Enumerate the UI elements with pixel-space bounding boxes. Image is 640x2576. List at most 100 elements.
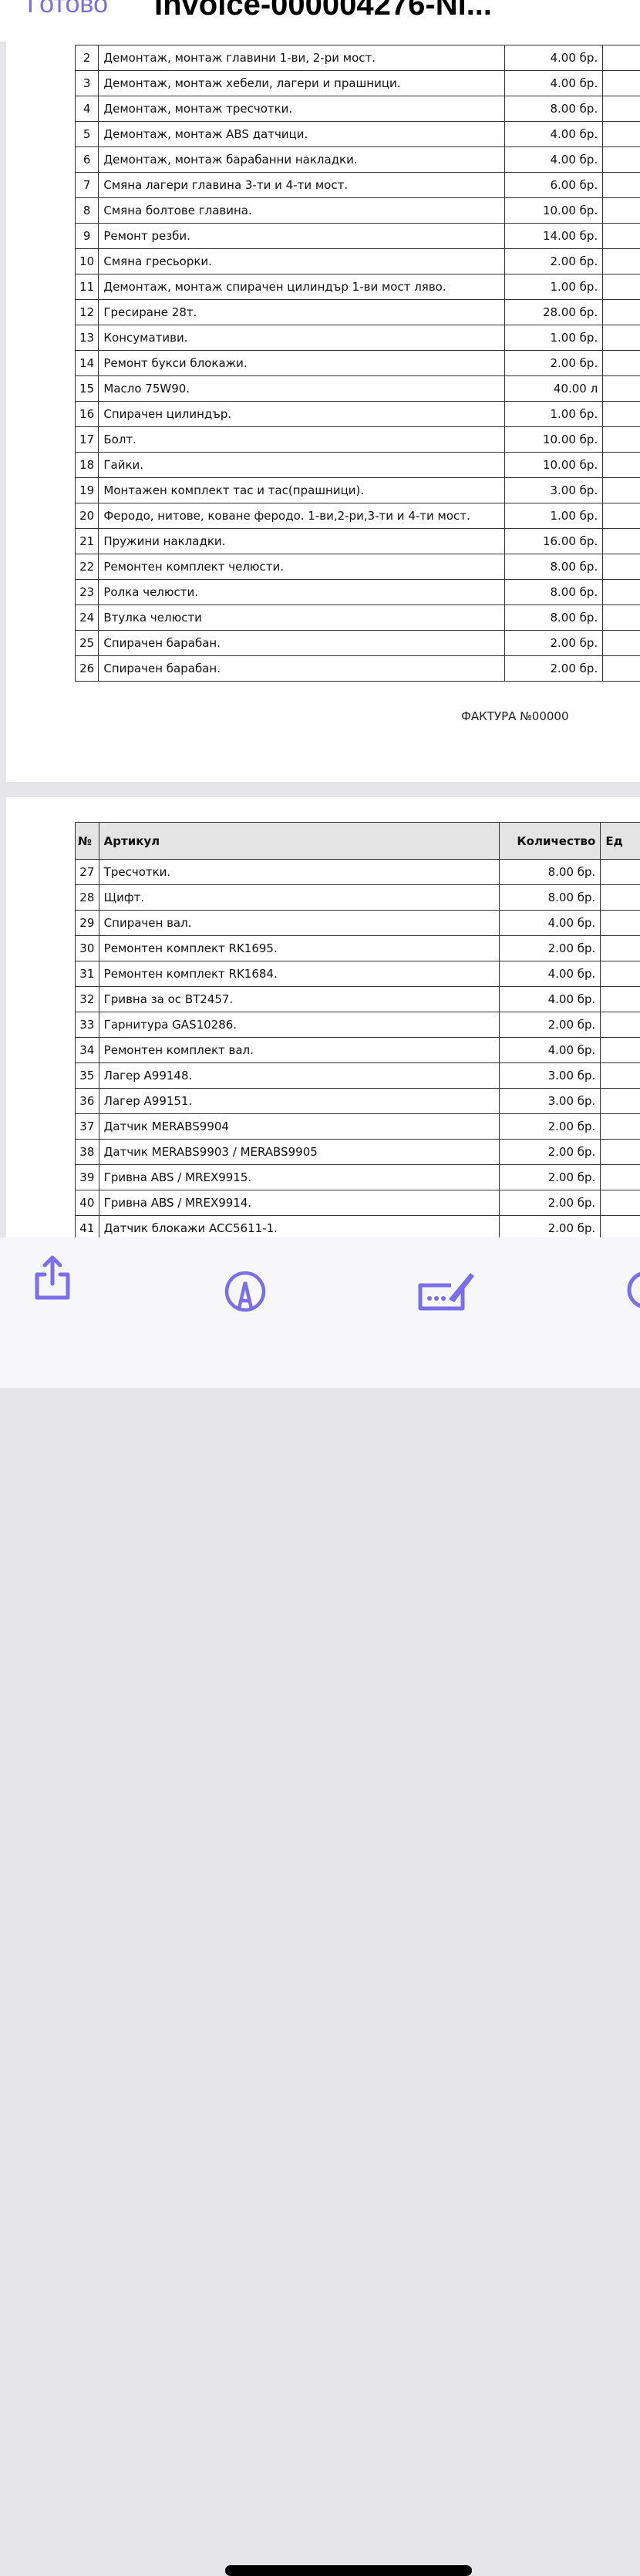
item-quantity: 10.00 бр. [504,427,603,453]
invoice-number-footer: ФАКТУРА №00000 [461,709,569,723]
row-number: 20 [76,503,99,529]
row-number: 36 [76,1089,99,1114]
item-unit [601,1190,640,1216]
item-name: Датчик MERABS9904 [99,1114,500,1140]
share-icon[interactable] [31,1253,74,1302]
item-unit [603,656,640,682]
item-quantity: 10.00 бр. [504,198,603,224]
row-number: 40 [76,1190,99,1216]
item-name: Лагер A99151. [99,1089,500,1114]
bottom-toolbar [0,1237,640,1388]
row-number: 28 [76,885,99,911]
item-unit [601,1165,640,1190]
home-indicator[interactable] [225,2565,472,2576]
header-article: Артикул [99,823,500,860]
header-unit: Ед [601,823,640,860]
row-number: 16 [76,402,99,427]
row-number: 8 [76,198,99,224]
markup-icon[interactable] [224,1270,267,1313]
item-name: Гривна за ос BT2457. [99,987,500,1012]
item-quantity: 3.00 бр. [500,1089,601,1114]
item-quantity: 16.00 бр. [504,529,603,554]
item-quantity: 2.00 бр. [500,1114,601,1140]
header-quantity: Количество [500,823,601,860]
item-quantity: 3.00 бр. [500,1063,601,1089]
item-name: Монтажен комплект тас и тас(прашници). [99,478,504,503]
item-name: Смяна лагери главина 3-ти и 4-ти мост. [99,173,504,198]
item-name: Ролка челюсти. [99,580,504,605]
row-number: 26 [76,656,99,682]
item-quantity: 8.00 бр. [500,885,601,911]
item-name: Спирачен барабан. [99,631,504,656]
row-number: 38 [76,1140,99,1165]
item-unit [603,529,640,554]
row-number: 10 [76,249,99,274]
item-unit [603,147,640,173]
item-quantity: 8.00 бр. [504,580,603,605]
item-name: Пружини накладки. [99,529,504,554]
row-number: 37 [76,1114,99,1140]
item-quantity: 4.00 бр. [504,71,603,96]
item-quantity: 4.00 бр. [504,122,603,147]
row-number: 39 [76,1165,99,1190]
item-name: Спирачен цилиндър. [99,402,504,427]
row-number: 11 [76,274,99,300]
search-icon[interactable] [626,1270,640,1313]
item-name: Демонтаж, монтаж ABS датчици. [99,122,504,147]
item-quantity: 1.00 бр. [504,503,603,529]
item-quantity: 2.00 бр. [500,1190,601,1216]
signature-icon[interactable] [416,1270,478,1313]
item-quantity: 8.00 бр. [504,96,603,122]
item-name: Спирачен барабан. [99,656,504,682]
item-name: Болт. [99,427,504,453]
table-header-row: № Артикул Количество Ед [76,823,640,860]
item-unit [603,503,640,529]
row-number: 21 [76,529,99,554]
item-unit [603,631,640,656]
item-name: Датчик MERABS9903 / MERABS9905 [99,1140,500,1165]
item-name: Гарнитура GAS10286. [99,1012,500,1038]
item-unit [601,885,640,911]
item-quantity: 28.00 бр. [504,300,603,325]
item-quantity: 8.00 бр. [500,860,601,885]
row-number: 22 [76,554,99,580]
item-unit [603,71,640,96]
row-number: 4 [76,96,99,122]
item-quantity: 4.00 бр. [504,147,603,173]
item-name: Втулка челюсти [99,605,504,631]
row-number: 5 [76,122,99,147]
item-name: Демонтаж, монтаж главини 1-ви, 2-ри мост… [99,45,504,71]
item-quantity: 8.00 бр. [504,554,603,580]
item-unit [603,96,640,122]
row-number: 27 [76,860,99,885]
item-name: Демонтаж, монтаж спирачен цилиндър 1-ви … [99,274,504,300]
item-unit [603,300,640,325]
item-unit [601,936,640,961]
item-name: Ремонтен комплект вал. [99,1038,500,1063]
row-number: 18 [76,453,99,478]
row-number: 2 [76,45,99,71]
item-unit [603,198,640,224]
row-number: 29 [76,911,99,936]
done-button[interactable]: Готово [27,0,108,19]
item-name: Ремонтен комплект челюсти. [99,554,504,580]
document-title: Invoice-000004276-Nl... [154,0,492,22]
item-unit [601,1012,640,1038]
row-number: 14 [76,351,99,376]
